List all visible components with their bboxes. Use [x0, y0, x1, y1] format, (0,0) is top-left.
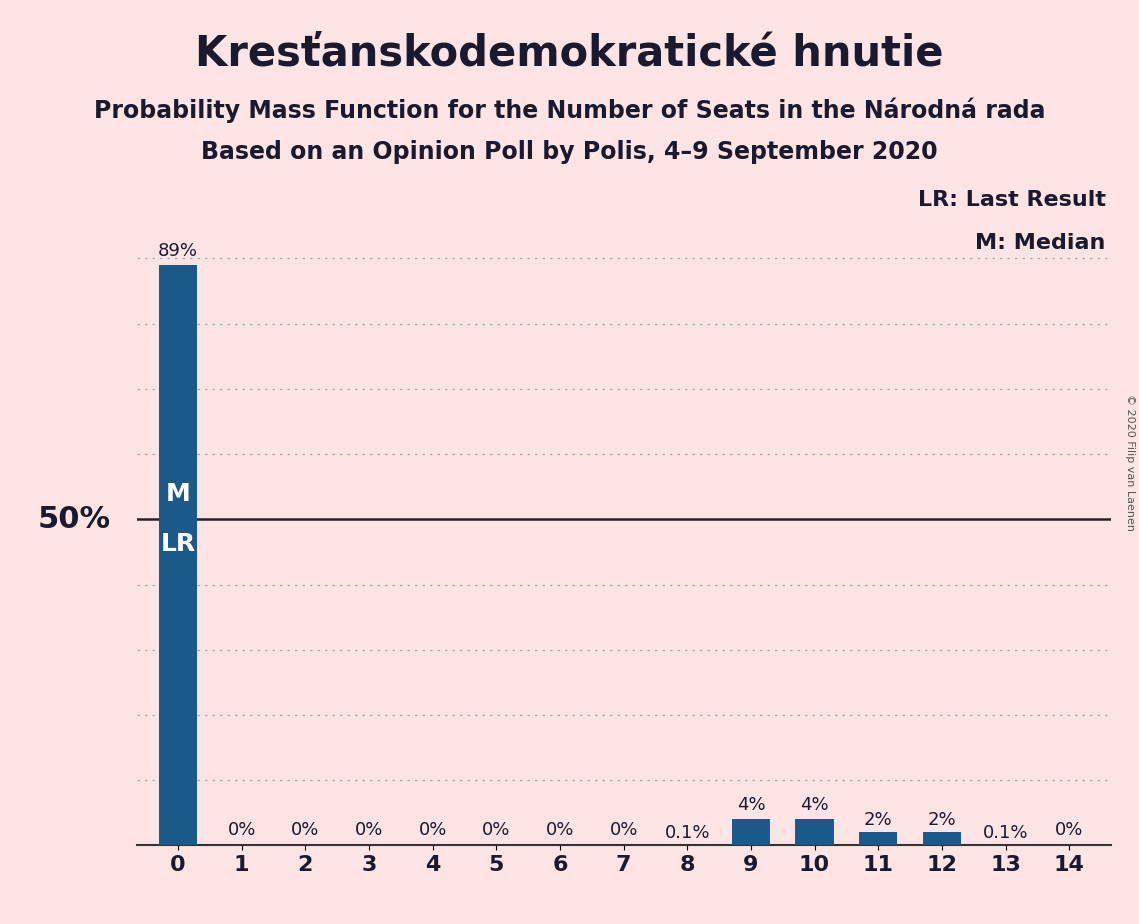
- Text: 0%: 0%: [418, 821, 446, 839]
- Text: M: Median: M: Median: [975, 234, 1106, 253]
- Text: 0.1%: 0.1%: [983, 823, 1029, 842]
- Text: 89%: 89%: [158, 242, 198, 260]
- Text: Based on an Opinion Poll by Polis, 4–9 September 2020: Based on an Opinion Poll by Polis, 4–9 S…: [202, 140, 937, 164]
- Bar: [159, 265, 197, 845]
- Text: 2%: 2%: [927, 811, 956, 829]
- Text: M: M: [165, 482, 190, 506]
- Text: 0%: 0%: [546, 821, 574, 839]
- Text: 0.1%: 0.1%: [664, 823, 710, 842]
- Text: 0%: 0%: [482, 821, 510, 839]
- Text: 0%: 0%: [292, 821, 320, 839]
- Text: Kresťanskodemokratické hnutie: Kresťanskodemokratické hnutie: [195, 32, 944, 74]
- Text: 0%: 0%: [1055, 821, 1083, 839]
- Text: 0%: 0%: [355, 821, 383, 839]
- Bar: [795, 820, 834, 845]
- Bar: [731, 820, 770, 845]
- Text: Probability Mass Function for the Number of Seats in the Národná rada: Probability Mass Function for the Number…: [93, 97, 1046, 123]
- Text: LR: Last Result: LR: Last Result: [918, 190, 1106, 210]
- Text: 50%: 50%: [38, 505, 112, 534]
- Text: 2%: 2%: [863, 811, 893, 829]
- Text: 0%: 0%: [609, 821, 638, 839]
- Text: 4%: 4%: [801, 796, 829, 814]
- Text: 4%: 4%: [737, 796, 765, 814]
- Text: 0%: 0%: [228, 821, 256, 839]
- Text: LR: LR: [161, 532, 196, 556]
- Bar: [923, 833, 961, 845]
- Text: © 2020 Filip van Laenen: © 2020 Filip van Laenen: [1125, 394, 1134, 530]
- Bar: [859, 833, 898, 845]
